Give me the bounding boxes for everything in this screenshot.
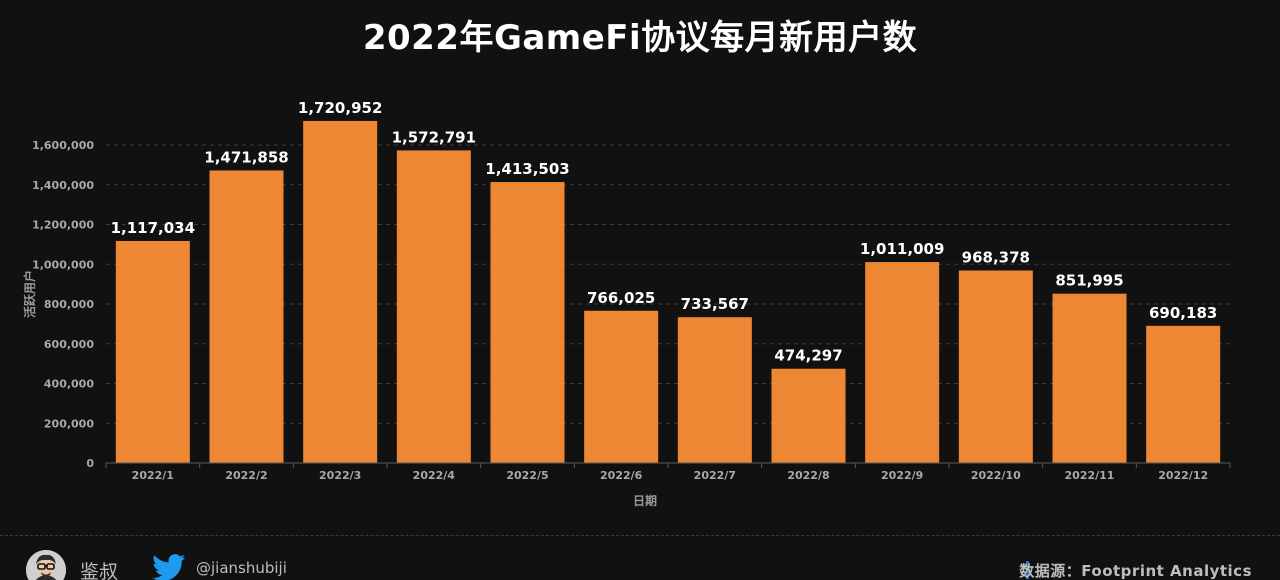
x-tick-label: 2022/6	[600, 469, 643, 482]
avatar	[26, 550, 66, 580]
y-axis-label: 活跃用户	[22, 270, 37, 318]
x-tick-label: 2022/8	[787, 469, 829, 482]
y-tick-label: 800,000	[44, 298, 94, 311]
y-tick-label: 400,000	[44, 378, 94, 391]
bar-2022-8	[771, 368, 846, 463]
x-tick-label: 2022/7	[694, 469, 736, 482]
bar-2022-5	[490, 182, 565, 463]
y-tick-labels: 0 200,000 400,000 600,000 800,000 1,000,000 1,…	[32, 139, 94, 470]
bar-2022-10	[958, 270, 1033, 463]
value-labels: 1,117,034 1,471,858 1,720,952 1,572,791 1,41…	[111, 99, 1218, 365]
y-tick-label: 1,400,000	[32, 179, 94, 192]
y-tick-label: 200,000	[44, 417, 94, 430]
grid-lines	[106, 144, 1230, 424]
bars	[115, 120, 1221, 464]
bar-2022-9	[865, 262, 940, 463]
y-tick-label: 0	[86, 457, 94, 470]
author-name: 鉴叔	[80, 561, 119, 580]
bar-value-label: 851,995	[1055, 272, 1123, 290]
chart-title: 2022年GameFi协议每月新用户数	[362, 18, 918, 58]
bar-value-label: 1,117,034	[111, 219, 195, 237]
bar-2022-7	[677, 317, 752, 463]
twitter-handle: @jianshubiji	[196, 559, 287, 577]
x-tick-label: 2022/9	[881, 469, 923, 482]
bar-2022-1	[115, 240, 190, 463]
bar-2022-4	[396, 150, 471, 464]
x-tick-label: 2022/10	[971, 469, 1021, 482]
x-tick-label: 2022/3	[319, 469, 361, 482]
x-tick-label: 2022/11	[1065, 469, 1115, 482]
x-tick-label: 2022/4	[413, 469, 456, 482]
x-tick-label: 2022/12	[1158, 469, 1208, 482]
x-tick-label: 2022/2	[225, 469, 267, 482]
bar-value-label: 1,413,503	[485, 160, 569, 178]
y-tick-label: 600,000	[44, 338, 94, 351]
x-tick-label: 2022/1	[132, 469, 174, 482]
bar-value-label: 733,567	[681, 295, 749, 313]
bar-2022-12	[1146, 325, 1221, 463]
footer-divider	[0, 535, 1280, 537]
bar-value-label: 474,297	[774, 347, 842, 365]
source-accent-bar	[1026, 561, 1029, 579]
bar-2022-2	[209, 170, 284, 464]
bar-value-label: 1,011,009	[860, 240, 944, 258]
x-tick-labels: 2022/1 2022/2 2022/3 2022/4 2022/5 2022/6 2022…	[105, 463, 1231, 482]
bar-value-label: 1,720,952	[298, 99, 382, 117]
bar-value-label: 968,378	[962, 249, 1030, 267]
y-tick-label: 1,200,000	[32, 219, 94, 232]
avatar-icon	[26, 550, 66, 580]
twitter-bird-icon	[152, 554, 186, 580]
bar-2022-11	[1052, 293, 1127, 463]
bar-2022-6	[584, 310, 659, 463]
bar-value-label: 766,025	[587, 289, 655, 307]
x-axis-label: 日期	[633, 493, 657, 508]
bar-value-label: 1,572,791	[392, 128, 476, 146]
x-tick-label: 2022/5	[506, 469, 548, 482]
y-tick-label: 1,600,000	[32, 139, 94, 152]
footer: 鉴叔 @jianshubiji 数据源：Footprint Analytics	[0, 546, 1280, 580]
bar-2022-3	[303, 120, 378, 464]
bar-chart: 0 200,000 400,000 600,000 800,000 1,000,000 1,…	[22, 99, 1231, 508]
data-source: 数据源：Footprint Analytics	[1019, 562, 1252, 580]
y-tick-label: 1,000,000	[32, 258, 94, 271]
bar-value-label: 1,471,858	[204, 148, 288, 166]
bar-value-label: 690,183	[1149, 304, 1217, 322]
